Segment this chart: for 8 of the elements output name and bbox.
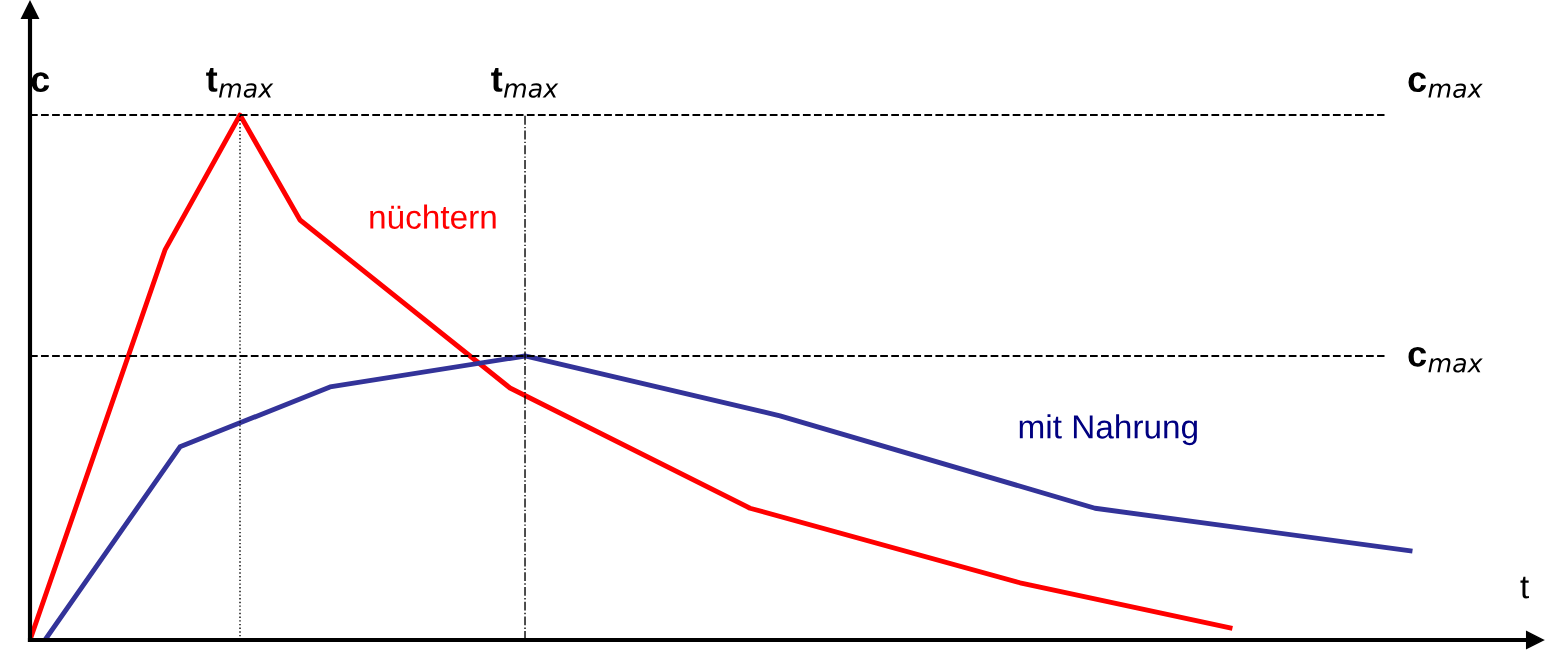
series-label: mit Nahrung: [1019, 414, 1197, 446]
x-axis-title: t: [1520, 576, 1529, 599]
text: t$_{max}$: [206, 67, 274, 98]
y-axis-title: c: [31, 72, 50, 93]
ref-line-label: c$_{max}$: [1408, 72, 1483, 98]
text: t$_{max}$: [491, 67, 559, 98]
ref-line-label: c$_{max}$: [1408, 346, 1483, 373]
series-label: nüchtern: [370, 204, 496, 229]
